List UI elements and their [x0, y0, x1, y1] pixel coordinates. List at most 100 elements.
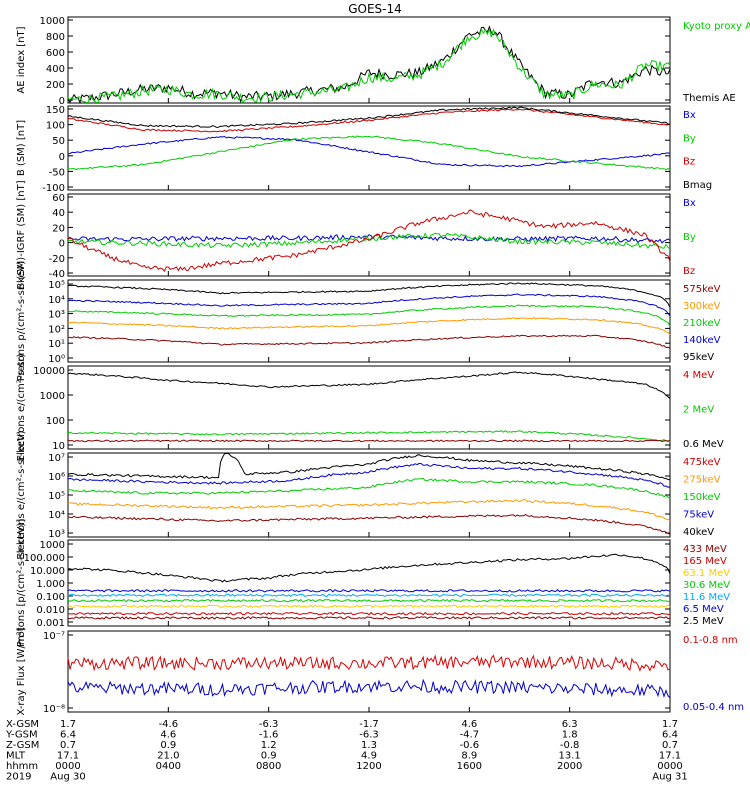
- series-line-275kev: [67, 499, 671, 522]
- panel-frame: [67, 452, 671, 538]
- legend-entry: Bmag: [683, 180, 712, 191]
- x-row-value: -4.7: [460, 730, 480, 741]
- y-axis-label: B (SM)-IGRF (SM) [nT]: [16, 180, 27, 289]
- legend-entry: Kyoto proxy AE: [683, 21, 750, 32]
- series-line-0-05-0-4-nm: [67, 678, 671, 699]
- legend-entry: 575keV: [683, 284, 721, 295]
- legend-entry: 165 MeV: [683, 556, 727, 567]
- y-tick-label: 10⁵: [48, 491, 65, 502]
- x-row-value: -1.7: [359, 719, 379, 730]
- legend-entry: Bx: [683, 110, 696, 121]
- y-tick-label: 0.010: [36, 605, 65, 616]
- panel-frame: [67, 630, 671, 713]
- plot-title: GOES-14: [348, 2, 402, 16]
- x-row-label: Z-GSM: [6, 740, 39, 751]
- legend-entry: Bz: [683, 157, 695, 168]
- y-tick-label: 800: [46, 32, 65, 43]
- x-row-value: 0.9: [160, 740, 176, 751]
- panel-frame: [67, 279, 671, 363]
- legend-entry: 475keV: [683, 457, 721, 468]
- x-row-value: Aug 30: [50, 772, 85, 783]
- legend-entry: 2.5 MeV: [683, 616, 724, 627]
- x-row-value: 1600: [457, 761, 482, 772]
- y-tick-label: 0: [59, 152, 65, 163]
- x-row-value: -0.8: [560, 740, 580, 751]
- legend-entry: Themis AE: [682, 93, 736, 104]
- y-tick-label: 20: [52, 223, 65, 234]
- series-line-575kev: [67, 334, 671, 349]
- legend-entry: Bx: [683, 198, 696, 209]
- x-axis-table: X-GSM 1.7 -4.6 -6.3 -1.7 4.6 6.3 1.7Y-GSM 6.4 4.6…: [5, 719, 688, 783]
- legend-entry: 40keV: [683, 527, 714, 538]
- y-tick-label: 100.000: [24, 553, 65, 564]
- y-tick-label: 10⁻⁸: [43, 704, 65, 715]
- y-tick-label: 100: [46, 121, 65, 132]
- y-tick-label: 10: [52, 441, 65, 452]
- x-row-value: 1.2: [261, 740, 277, 751]
- legend-entry: 0.1-0.8 nm: [683, 635, 738, 646]
- series-line-40kev: [67, 453, 671, 481]
- y-tick-label: 10⁵: [48, 280, 65, 291]
- legend-entry: 0.05-0.4 nm: [683, 702, 744, 713]
- y-tick-label: 0: [59, 239, 65, 250]
- panel-frame: [67, 105, 671, 191]
- x-row-value: 1.3: [361, 740, 377, 751]
- x-row-value: 1.7: [662, 719, 678, 730]
- x-row-label: Y-GSM: [5, 730, 38, 741]
- x-row-value: Aug 31: [652, 772, 687, 783]
- x-row-label: X-GSM: [6, 719, 39, 730]
- series-line-bz: [67, 108, 671, 133]
- y-tick-label: 10¹: [48, 339, 65, 350]
- series-line-300kev: [67, 317, 671, 336]
- x-row-value: -6.3: [259, 719, 279, 730]
- x-row-value: 4.6: [461, 719, 477, 730]
- series-line-75kev: [67, 462, 671, 488]
- legend-entry: 75keV: [683, 510, 714, 521]
- legend-entry: 63.1 MeV: [683, 568, 730, 579]
- series-line-210kev: [67, 304, 671, 327]
- x-row-value: 1.8: [562, 730, 578, 741]
- legend-entry: 0.6 MeV: [683, 439, 724, 450]
- y-tick-label: 10⁴: [48, 510, 65, 521]
- series-line-2-mev: [67, 430, 671, 442]
- x-row-value: -4.6: [159, 719, 179, 730]
- x-row-value: 17.1: [57, 751, 79, 762]
- y-tick-label: 1000: [40, 391, 65, 402]
- series-line-433-mev: [67, 616, 671, 620]
- x-row-value: 0.7: [60, 740, 76, 751]
- x-row-value: 0400: [156, 761, 181, 772]
- panel-frame: [67, 365, 671, 450]
- series-line-140kev: [67, 293, 671, 317]
- series-line-4-mev: [67, 439, 671, 443]
- y-tick-label: 10⁻⁷: [43, 631, 65, 642]
- legend-entry: 2 MeV: [683, 405, 714, 416]
- panel-frame: [67, 16, 671, 104]
- x-row-value: 6.3: [562, 719, 578, 730]
- series-line-by: [67, 135, 671, 171]
- y-tick-label: 10000: [33, 366, 65, 377]
- x-row-value: 0000: [657, 761, 682, 772]
- x-row-value: -1.6: [259, 730, 279, 741]
- series-line-150kev: [67, 477, 671, 500]
- legend-entry: By: [683, 232, 696, 243]
- y-tick-label: 10⁶: [48, 472, 65, 483]
- y-axis-label: Electrons e/(cm²-s-sr): [16, 354, 27, 462]
- legend-entry: Bz: [683, 266, 695, 277]
- y-tick-label: 1000: [40, 540, 65, 551]
- series-line-bmag: [67, 106, 671, 128]
- series-line-11-6-mev: [67, 593, 671, 598]
- y-axis-label: Electrons e/(cm²-s-sr-keV): [16, 430, 27, 559]
- x-row-value: 4.9: [361, 751, 377, 762]
- series-line-themis-ae: [67, 25, 671, 105]
- x-row-value: 0.9: [261, 751, 277, 762]
- y-tick-label: 400: [46, 64, 65, 75]
- x-row-value: 2000: [557, 761, 582, 772]
- y-tick-label: 1000: [40, 16, 65, 27]
- y-axis-label: Protons p/(cm²-s-sr-keV): [16, 261, 27, 382]
- y-axis-label: AE index [nT]: [16, 26, 27, 93]
- y-tick-label: 600: [46, 48, 65, 59]
- y-tick-label: 10³: [48, 310, 65, 321]
- x-row-value: 6.4: [60, 730, 76, 741]
